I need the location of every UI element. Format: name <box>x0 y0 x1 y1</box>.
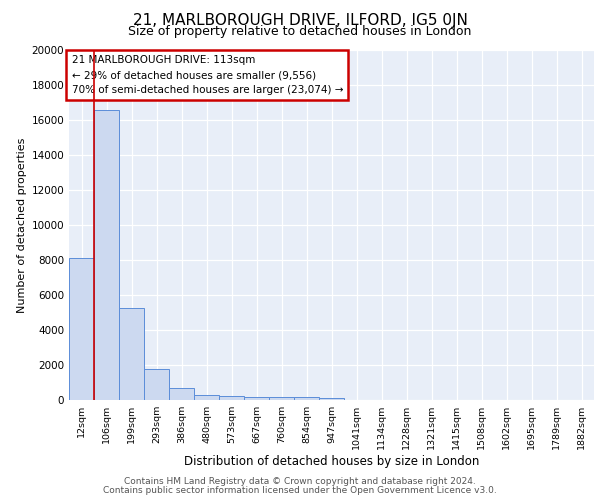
Bar <box>269 397 294 400</box>
Bar <box>169 388 194 400</box>
Bar <box>194 395 219 400</box>
Bar <box>119 308 144 400</box>
Text: 21, MARLBOROUGH DRIVE, ILFORD, IG5 0JN: 21, MARLBOROUGH DRIVE, ILFORD, IG5 0JN <box>133 12 467 28</box>
X-axis label: Distribution of detached houses by size in London: Distribution of detached houses by size … <box>184 455 479 468</box>
Bar <box>319 398 344 400</box>
Text: Contains public sector information licensed under the Open Government Licence v3: Contains public sector information licen… <box>103 486 497 495</box>
Bar <box>244 396 269 400</box>
Bar <box>94 110 119 400</box>
Text: Size of property relative to detached houses in London: Size of property relative to detached ho… <box>128 25 472 38</box>
Bar <box>294 397 319 400</box>
Bar <box>144 370 169 400</box>
Y-axis label: Number of detached properties: Number of detached properties <box>17 138 27 312</box>
Text: Contains HM Land Registry data © Crown copyright and database right 2024.: Contains HM Land Registry data © Crown c… <box>124 477 476 486</box>
Bar <box>69 258 94 400</box>
Text: 21 MARLBOROUGH DRIVE: 113sqm
← 29% of detached houses are smaller (9,556)
70% of: 21 MARLBOROUGH DRIVE: 113sqm ← 29% of de… <box>71 56 343 95</box>
Bar <box>219 396 244 400</box>
